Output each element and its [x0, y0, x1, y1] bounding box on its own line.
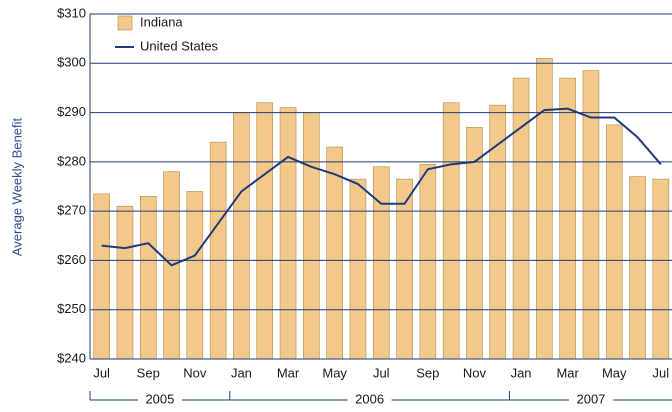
bar: [139, 196, 157, 360]
x-tick-label: Jul: [93, 365, 110, 380]
x-tick-label: May: [322, 365, 347, 380]
bar: [233, 112, 250, 360]
x-tick-label: May: [602, 365, 627, 380]
bar: [489, 104, 507, 360]
year-label: 2006: [355, 391, 384, 406]
bar: [559, 77, 576, 360]
y-tick-label: $290: [57, 104, 86, 119]
bar: [512, 77, 530, 360]
bar: [256, 102, 274, 360]
bar: [93, 193, 110, 360]
bar: [209, 141, 227, 360]
x-tick-label: Jan: [231, 365, 252, 380]
bar: [326, 146, 343, 360]
bar: [652, 178, 670, 360]
legend-swatch: [117, 15, 133, 31]
bar: [116, 205, 134, 360]
x-tick-label: Jul: [653, 365, 670, 380]
line: [101, 107, 662, 267]
y-tick-label: $270: [57, 203, 86, 218]
bar: [372, 166, 390, 360]
x-tick-label: Sep: [416, 365, 439, 380]
y-tick-label: $240: [57, 350, 86, 365]
x-tick-label: Mar: [277, 365, 300, 380]
x-tick-label: Jan: [511, 365, 532, 380]
bar: [186, 191, 204, 360]
bar: [303, 112, 320, 360]
bar: [536, 58, 553, 360]
y-axis-title: Average Weekly Benefit: [9, 117, 24, 256]
y-tick-label: $250: [57, 301, 86, 316]
y-tick-label: $280: [57, 153, 86, 168]
x-tick-label: Jul: [373, 365, 390, 380]
x-tick-label: Nov: [463, 365, 487, 380]
x-tick-label: Sep: [137, 365, 160, 380]
x-tick-label: Mar: [556, 365, 579, 380]
legend-label: Indiana: [140, 14, 183, 29]
legend-label: United States: [140, 38, 219, 53]
bar: [349, 178, 367, 360]
x-tick-label: Nov: [183, 365, 207, 380]
bar: [279, 107, 297, 360]
year-label: 2005: [145, 391, 174, 406]
y-tick-label: $300: [57, 55, 86, 70]
bar: [582, 70, 600, 360]
plot: [90, 13, 672, 360]
bar: [442, 102, 460, 360]
y-tick-label: $310: [57, 5, 86, 20]
bar: [629, 176, 646, 360]
bar: [396, 178, 413, 360]
y-tick-label: $260: [57, 252, 86, 267]
bar: [419, 164, 437, 360]
year-label: 2007: [576, 391, 605, 406]
bar: [605, 124, 623, 360]
